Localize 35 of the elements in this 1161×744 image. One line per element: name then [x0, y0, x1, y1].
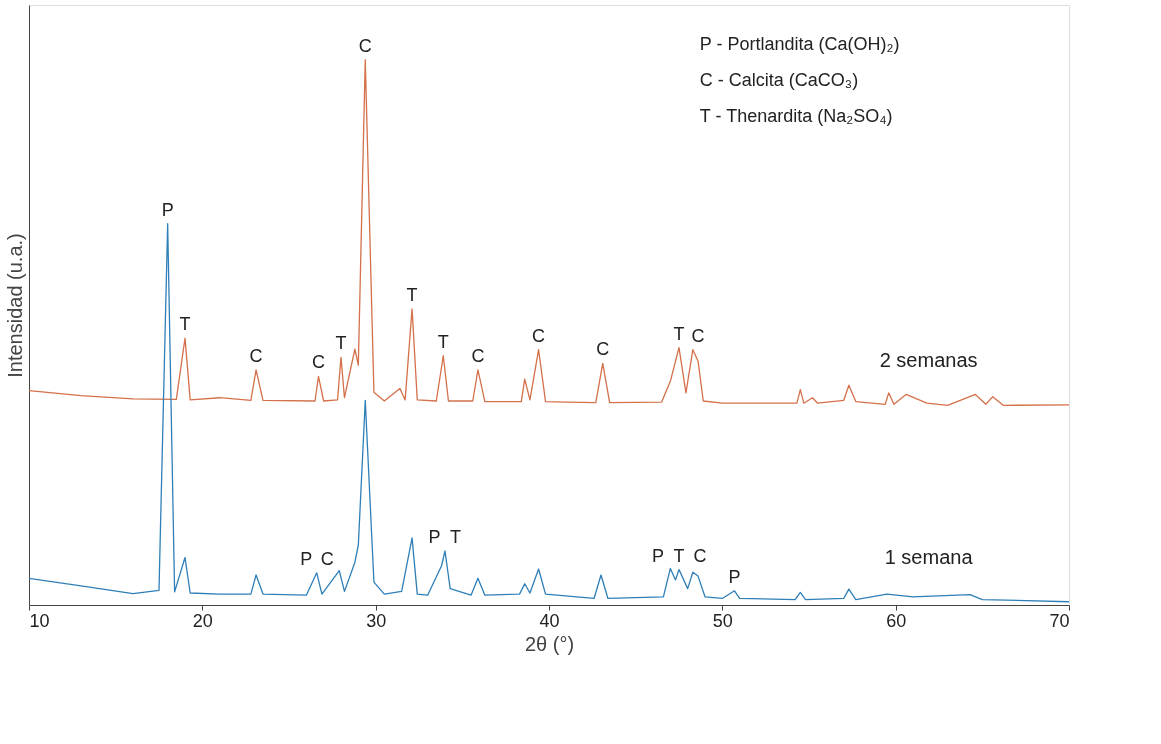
annotation: T - Thenardita (Na₂SO₄)	[699, 106, 893, 126]
series-label: 1 semana	[884, 546, 974, 569]
annotation: T	[406, 284, 418, 305]
annotation: T	[437, 331, 449, 352]
annotation: P	[728, 566, 741, 587]
annotation: T	[673, 323, 685, 344]
x-tick-label: 60	[886, 610, 907, 631]
x-tick-label: 40	[539, 610, 560, 631]
annotation: T	[450, 527, 461, 547]
annotation: C	[691, 325, 705, 346]
x-tick-label: 20	[192, 610, 213, 631]
series-label: 2 semanas	[879, 349, 978, 372]
text: P - Portlandita (Ca(OH)₂)	[699, 34, 900, 54]
y-axis-title: Intensidad (u.a.)	[3, 233, 26, 378]
annotation: P	[651, 545, 665, 566]
annotation: P	[161, 199, 174, 220]
x-tick-label: 50	[712, 610, 733, 631]
annotation: T	[673, 545, 685, 566]
annotation: C	[596, 339, 610, 360]
annotation: C	[693, 545, 707, 566]
x-tick-label: 30	[366, 610, 387, 631]
annotation: C	[311, 352, 325, 373]
x-tick-label: 70	[1049, 610, 1070, 631]
annotation: C	[471, 345, 485, 366]
annotation: C - Calcita (CaCO₃)	[699, 70, 859, 90]
annotation: C	[532, 325, 546, 346]
annotation: P	[428, 527, 441, 547]
x-axis-title: 2θ (°)	[524, 632, 575, 655]
annotation: T	[335, 333, 347, 354]
annotation: C	[358, 35, 372, 56]
x-tick-label: 10	[29, 610, 50, 631]
annotation: P	[300, 548, 313, 569]
annotation: C	[249, 345, 263, 366]
annotation: T	[179, 314, 191, 335]
annotation: C	[320, 548, 334, 569]
